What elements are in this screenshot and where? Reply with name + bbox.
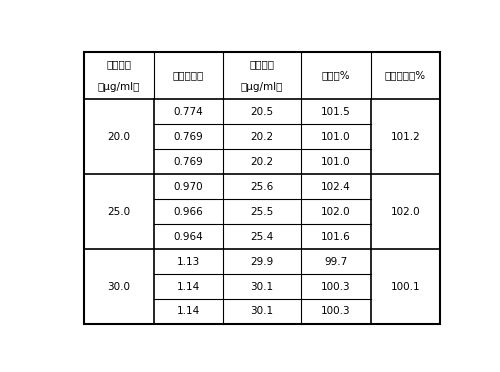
Text: 1.14: 1.14 xyxy=(177,282,200,292)
Text: 99.7: 99.7 xyxy=(324,257,347,267)
Text: 102.0: 102.0 xyxy=(321,207,350,217)
Text: 1.14: 1.14 xyxy=(177,307,200,317)
Text: 25.4: 25.4 xyxy=(250,232,274,242)
Text: 测得峰面比: 测得峰面比 xyxy=(173,71,204,81)
Text: 测得浓度

（μg/ml）: 测得浓度 （μg/ml） xyxy=(241,59,283,92)
Text: 20.2: 20.2 xyxy=(250,157,274,167)
Text: 100.1: 100.1 xyxy=(390,282,420,292)
Text: 102.0: 102.0 xyxy=(390,207,420,217)
Text: 0.964: 0.964 xyxy=(174,232,204,242)
Text: 平均回收率%: 平均回收率% xyxy=(385,71,426,81)
Text: 25.5: 25.5 xyxy=(250,207,274,217)
Text: 101.6: 101.6 xyxy=(321,232,350,242)
Text: 25.6: 25.6 xyxy=(250,182,274,192)
Text: 30.0: 30.0 xyxy=(107,282,130,292)
Text: 101.0: 101.0 xyxy=(321,157,350,167)
Text: 29.9: 29.9 xyxy=(250,257,274,267)
Text: 20.5: 20.5 xyxy=(250,107,274,117)
Text: 100.3: 100.3 xyxy=(321,307,350,317)
Text: 加入浓度

（μg/ml）: 加入浓度 （μg/ml） xyxy=(98,59,140,92)
Text: 101.2: 101.2 xyxy=(390,132,420,142)
Text: 101.5: 101.5 xyxy=(321,107,350,117)
Text: 0.774: 0.774 xyxy=(174,107,204,117)
Text: 0.970: 0.970 xyxy=(174,182,204,192)
Text: 0.966: 0.966 xyxy=(174,207,204,217)
Text: 100.3: 100.3 xyxy=(321,282,350,292)
Text: 0.769: 0.769 xyxy=(174,157,204,167)
Text: 101.0: 101.0 xyxy=(321,132,350,142)
Text: 30.1: 30.1 xyxy=(250,282,274,292)
Text: 1.13: 1.13 xyxy=(177,257,200,267)
Text: 20.0: 20.0 xyxy=(107,132,130,142)
Text: 30.1: 30.1 xyxy=(250,307,274,317)
Text: 25.0: 25.0 xyxy=(107,207,130,217)
Text: 20.2: 20.2 xyxy=(250,132,274,142)
Text: 102.4: 102.4 xyxy=(321,182,350,192)
Text: 0.769: 0.769 xyxy=(174,132,204,142)
Text: 回收率%: 回收率% xyxy=(322,71,350,81)
